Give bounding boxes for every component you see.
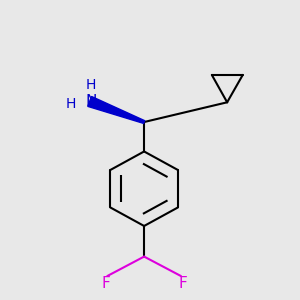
Polygon shape xyxy=(88,97,145,123)
Text: H: H xyxy=(86,78,96,92)
Text: N: N xyxy=(85,94,97,109)
Text: H: H xyxy=(65,98,76,111)
Text: F: F xyxy=(101,276,110,291)
Text: F: F xyxy=(178,276,187,291)
